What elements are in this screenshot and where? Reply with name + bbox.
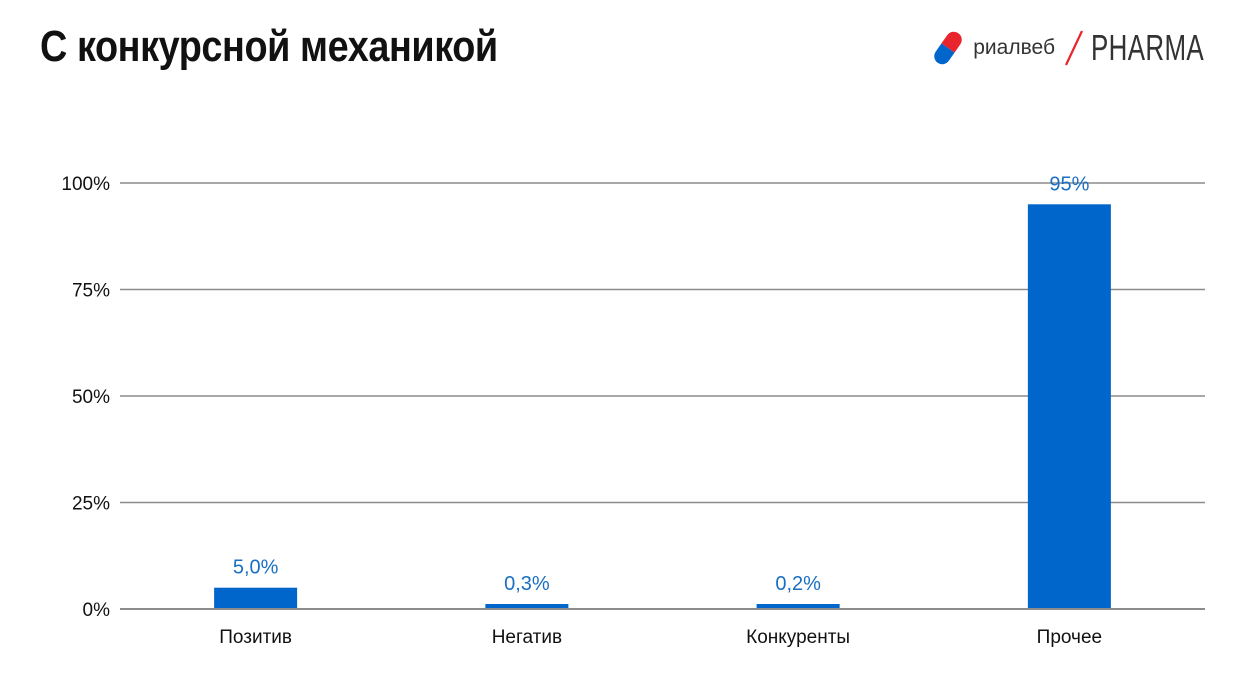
brand-name: риалвеб (973, 36, 1055, 59)
x-tick-label: Позитив (219, 627, 292, 648)
y-tick-label: 75% (72, 281, 110, 302)
slash-icon (1064, 30, 1083, 66)
bar-2 (756, 604, 840, 609)
x-tick-label: Прочее (1037, 627, 1102, 648)
y-tick-label: 50% (72, 387, 110, 408)
bar-3 (1027, 204, 1111, 610)
bar-0 (214, 587, 298, 609)
bar-1 (485, 604, 569, 609)
brand-product: PHARMA (1090, 27, 1205, 68)
y-tick-label: 0% (83, 600, 111, 621)
data-label: 5,0% (233, 557, 279, 579)
y-tick-label: 25% (72, 494, 110, 515)
page-title: С конкурсной механикой (40, 22, 498, 71)
pill-icon (934, 31, 962, 65)
data-label: 95% (1049, 173, 1089, 195)
data-label: 0,3% (504, 573, 550, 595)
data-label: 0,2% (775, 573, 821, 595)
x-tick-label: Негатив (492, 627, 562, 648)
y-tick-label: 100% (61, 174, 110, 195)
x-tick-label: Конкуренты (746, 627, 850, 648)
brand-logo: риалвеб PHARMA (931, 26, 1210, 70)
